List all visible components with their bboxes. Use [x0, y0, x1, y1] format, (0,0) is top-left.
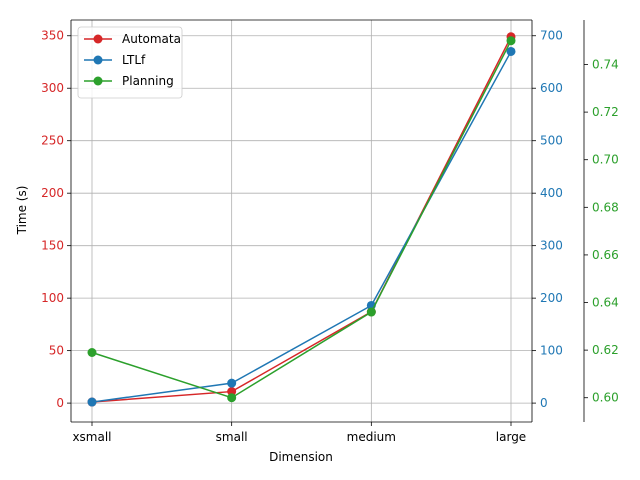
left-y-tick-label: 200: [41, 186, 64, 200]
data-point-ltlf: [227, 378, 237, 388]
series-line-planning: [91, 40, 512, 399]
right2-y-tick-label: 0.62: [592, 343, 619, 357]
data-point-planning: [227, 393, 237, 403]
x-axis-title: Dimension: [269, 450, 333, 464]
series-line-automata: [91, 36, 512, 403]
series-line-ltlf: [91, 51, 512, 403]
right-y-tick-label: 600: [540, 81, 563, 95]
legend-label-planning: Planning: [122, 74, 174, 88]
right2-y-tick-label: 0.68: [592, 200, 619, 214]
right2-y-tick-label: 0.64: [592, 296, 619, 310]
right-y-tick-label: 700: [540, 29, 563, 43]
legend-marker-automata: [93, 34, 103, 44]
right-y-tick-label: 200: [540, 291, 563, 305]
plot-frame: [70, 19, 585, 423]
right2-y-tick-label: 0.74: [592, 58, 619, 72]
left-y-tick-label: 250: [41, 134, 64, 148]
data-point-ltlf: [506, 46, 516, 56]
right2-y-tick-label: 0.60: [592, 391, 619, 405]
data-point-automata: [227, 387, 237, 397]
x-tick-label: large: [496, 430, 526, 444]
data-point-planning: [366, 307, 376, 317]
left-y-tick-label: 350: [41, 29, 64, 43]
right-y-axis-1: 0 100 200 300 400 500 600 700: [532, 29, 563, 410]
x-tick-label: xsmall: [72, 430, 111, 444]
x-tick-label: small: [216, 430, 248, 444]
series-lines: [87, 32, 516, 407]
right-y-tick-label: 500: [540, 134, 563, 148]
left-y-axis-title: Time (s): [15, 186, 29, 236]
right2-y-tick-label: 0.72: [592, 105, 619, 119]
left-y-tick-label: 300: [41, 81, 64, 95]
legend-marker-ltlf: [93, 55, 103, 65]
right-y-tick-label: 100: [540, 344, 563, 358]
right-y-tick-label: 400: [540, 186, 563, 200]
x-tick-label: medium: [347, 430, 396, 444]
legend-label-ltlf: LTLf: [122, 53, 146, 67]
left-y-tick-label: 150: [41, 239, 64, 253]
data-point-planning: [87, 348, 97, 358]
legend: Automata LTLf Planning: [77, 26, 183, 99]
left-y-tick-label: 0: [56, 396, 64, 410]
right-y-axis-2: 0.60 0.62 0.64 0.66 0.68 0.70 0.72 0.74: [584, 58, 619, 405]
data-point-ltlf: [87, 397, 97, 407]
left-y-tick-label: 50: [49, 344, 64, 358]
right-y-tick-label: 0: [540, 396, 548, 410]
x-axis: xsmall small medium large: [72, 422, 526, 444]
left-y-tick-label: 100: [41, 291, 64, 305]
legend-marker-planning: [93, 76, 103, 86]
right2-y-tick-label: 0.70: [592, 153, 619, 167]
data-point-planning: [506, 36, 516, 46]
left-y-axis: 0 50 100 150 200 250 300 350: [41, 29, 71, 410]
right-y-tick-label: 300: [540, 239, 563, 253]
right2-y-tick-label: 0.66: [592, 248, 619, 262]
legend-label-automata: Automata: [122, 32, 181, 46]
